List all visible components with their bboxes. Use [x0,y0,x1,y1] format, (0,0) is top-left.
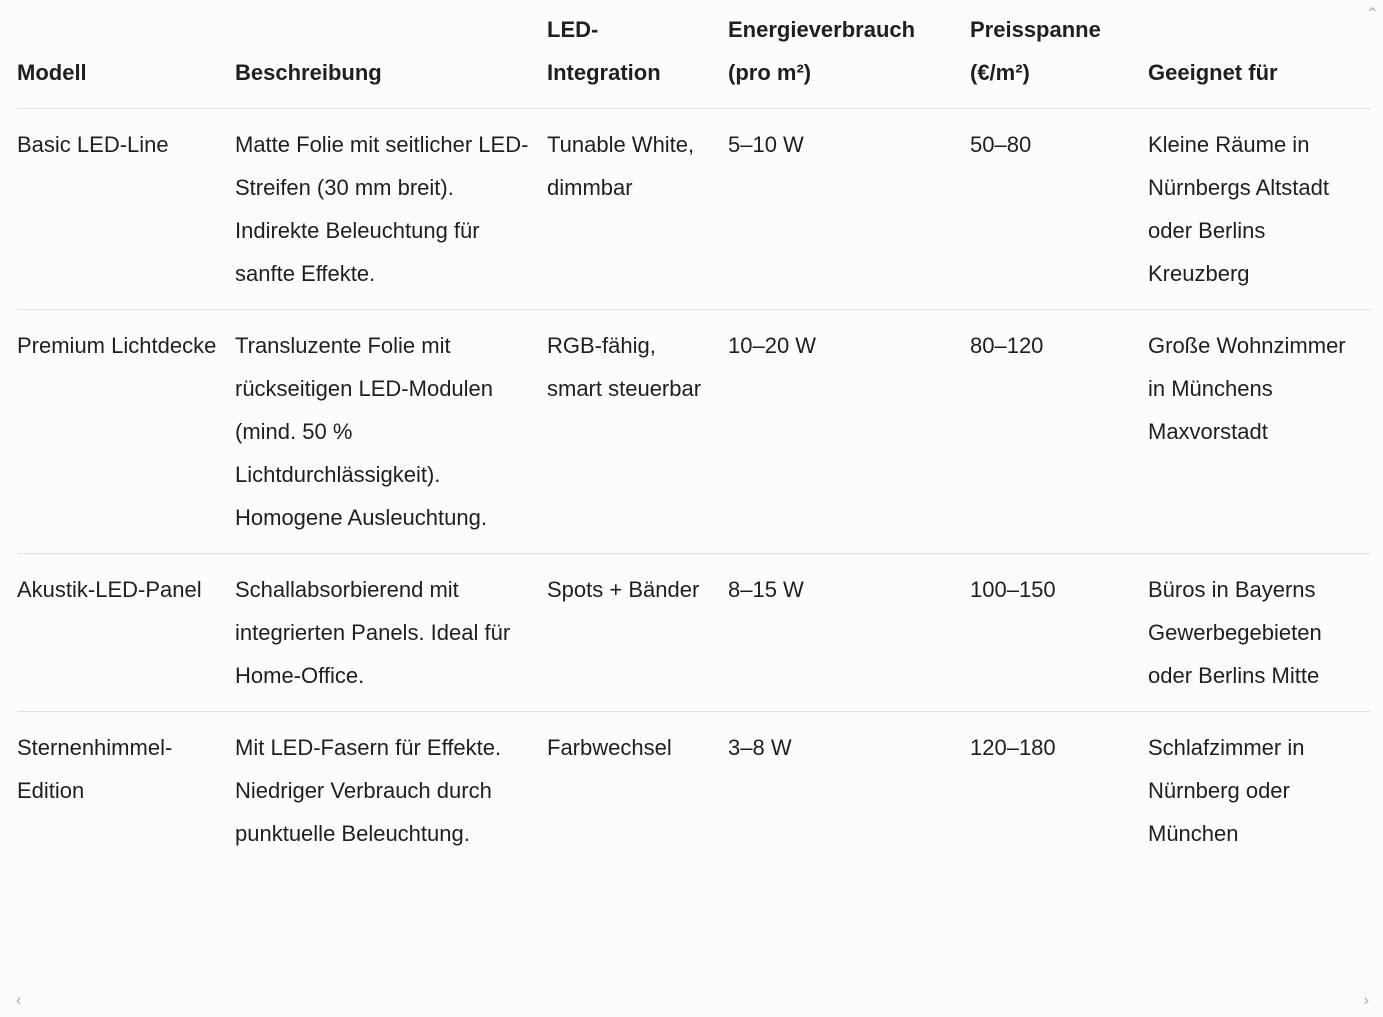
table-row: Akustik-LED-Panel Schallabsorbierend mit … [17,554,1371,712]
header-energieverbrauch: Energieverbrauch (pro m²) [728,17,916,85]
table-row: Basic LED-Line Matte Folie mit seitlicher… [17,109,1371,310]
cell-geeignet: Büros in Bayerns Gewerbegebieten oder Be… [1148,577,1322,688]
cell-preisspanne: 120–180 [970,735,1056,760]
cell-modell: Basic LED-Line [17,132,169,157]
header-led-integration: LED-Integration [547,17,661,85]
cell-geeignet: Schlafzimmer in Nürnberg oder München [1148,735,1305,846]
cell-geeignet: Kleine Räume in Nürnbergs Altstadt oder … [1148,132,1329,286]
table-row: Sternenhimmel-Edition Mit LED-Fasern für … [17,712,1371,870]
cell-energieverbrauch: 3–8 W [728,735,792,760]
cell-geeignet: Große Wohnzimmer in Münchens Maxvorstadt [1148,333,1346,444]
cell-preisspanne: 100–150 [970,577,1056,602]
header-preisspanne: Preisspanne (€/m²) [970,17,1101,85]
table-row: Premium Lichtdecke Transluzente Folie mit… [17,310,1371,554]
cell-led-integration: Farbwechsel [547,735,672,760]
table-header-row: Modell Beschreibung LED-Integration Ener… [17,8,1371,109]
comparison-table: Modell Beschreibung LED-Integration Ener… [17,8,1371,869]
cell-modell: Akustik-LED-Panel [17,577,202,602]
cell-preisspanne: 80–120 [970,333,1044,358]
cell-led-integration: Spots + Bänder [547,577,700,602]
cell-beschreibung: Transluzente Folie mit rückseitigen LED-… [235,333,494,530]
cell-energieverbrauch: 8–15 W [728,577,804,602]
cell-modell: Sternenhimmel-Edition [17,735,173,803]
cell-energieverbrauch: 5–10 W [728,132,804,157]
chevron-up-icon[interactable]: ⌃ [1365,6,1379,23]
chevron-left-icon[interactable]: ‹ [16,992,22,1009]
chevron-right-icon[interactable]: › [1363,992,1369,1009]
cell-beschreibung: Schallabsorbierend mit integrierten Pane… [235,577,511,688]
header-geeignet: Geeignet für [1148,60,1278,85]
cell-energieverbrauch: 10–20 W [728,333,817,358]
cell-led-integration: RGB-fähig, smart steuerbar [547,333,702,401]
cell-led-integration: Tunable White, dimmbar [547,132,695,200]
header-beschreibung: Beschreibung [235,60,382,85]
cell-preisspanne: 50–80 [970,132,1032,157]
cell-modell: Premium Lichtdecke [17,333,217,358]
header-modell: Modell [17,60,87,85]
cell-beschreibung: Mit LED-Fasern für Effekte. Niedriger Ve… [235,735,502,846]
cell-beschreibung: Matte Folie mit seitlicher LED-Streifen … [235,132,529,286]
